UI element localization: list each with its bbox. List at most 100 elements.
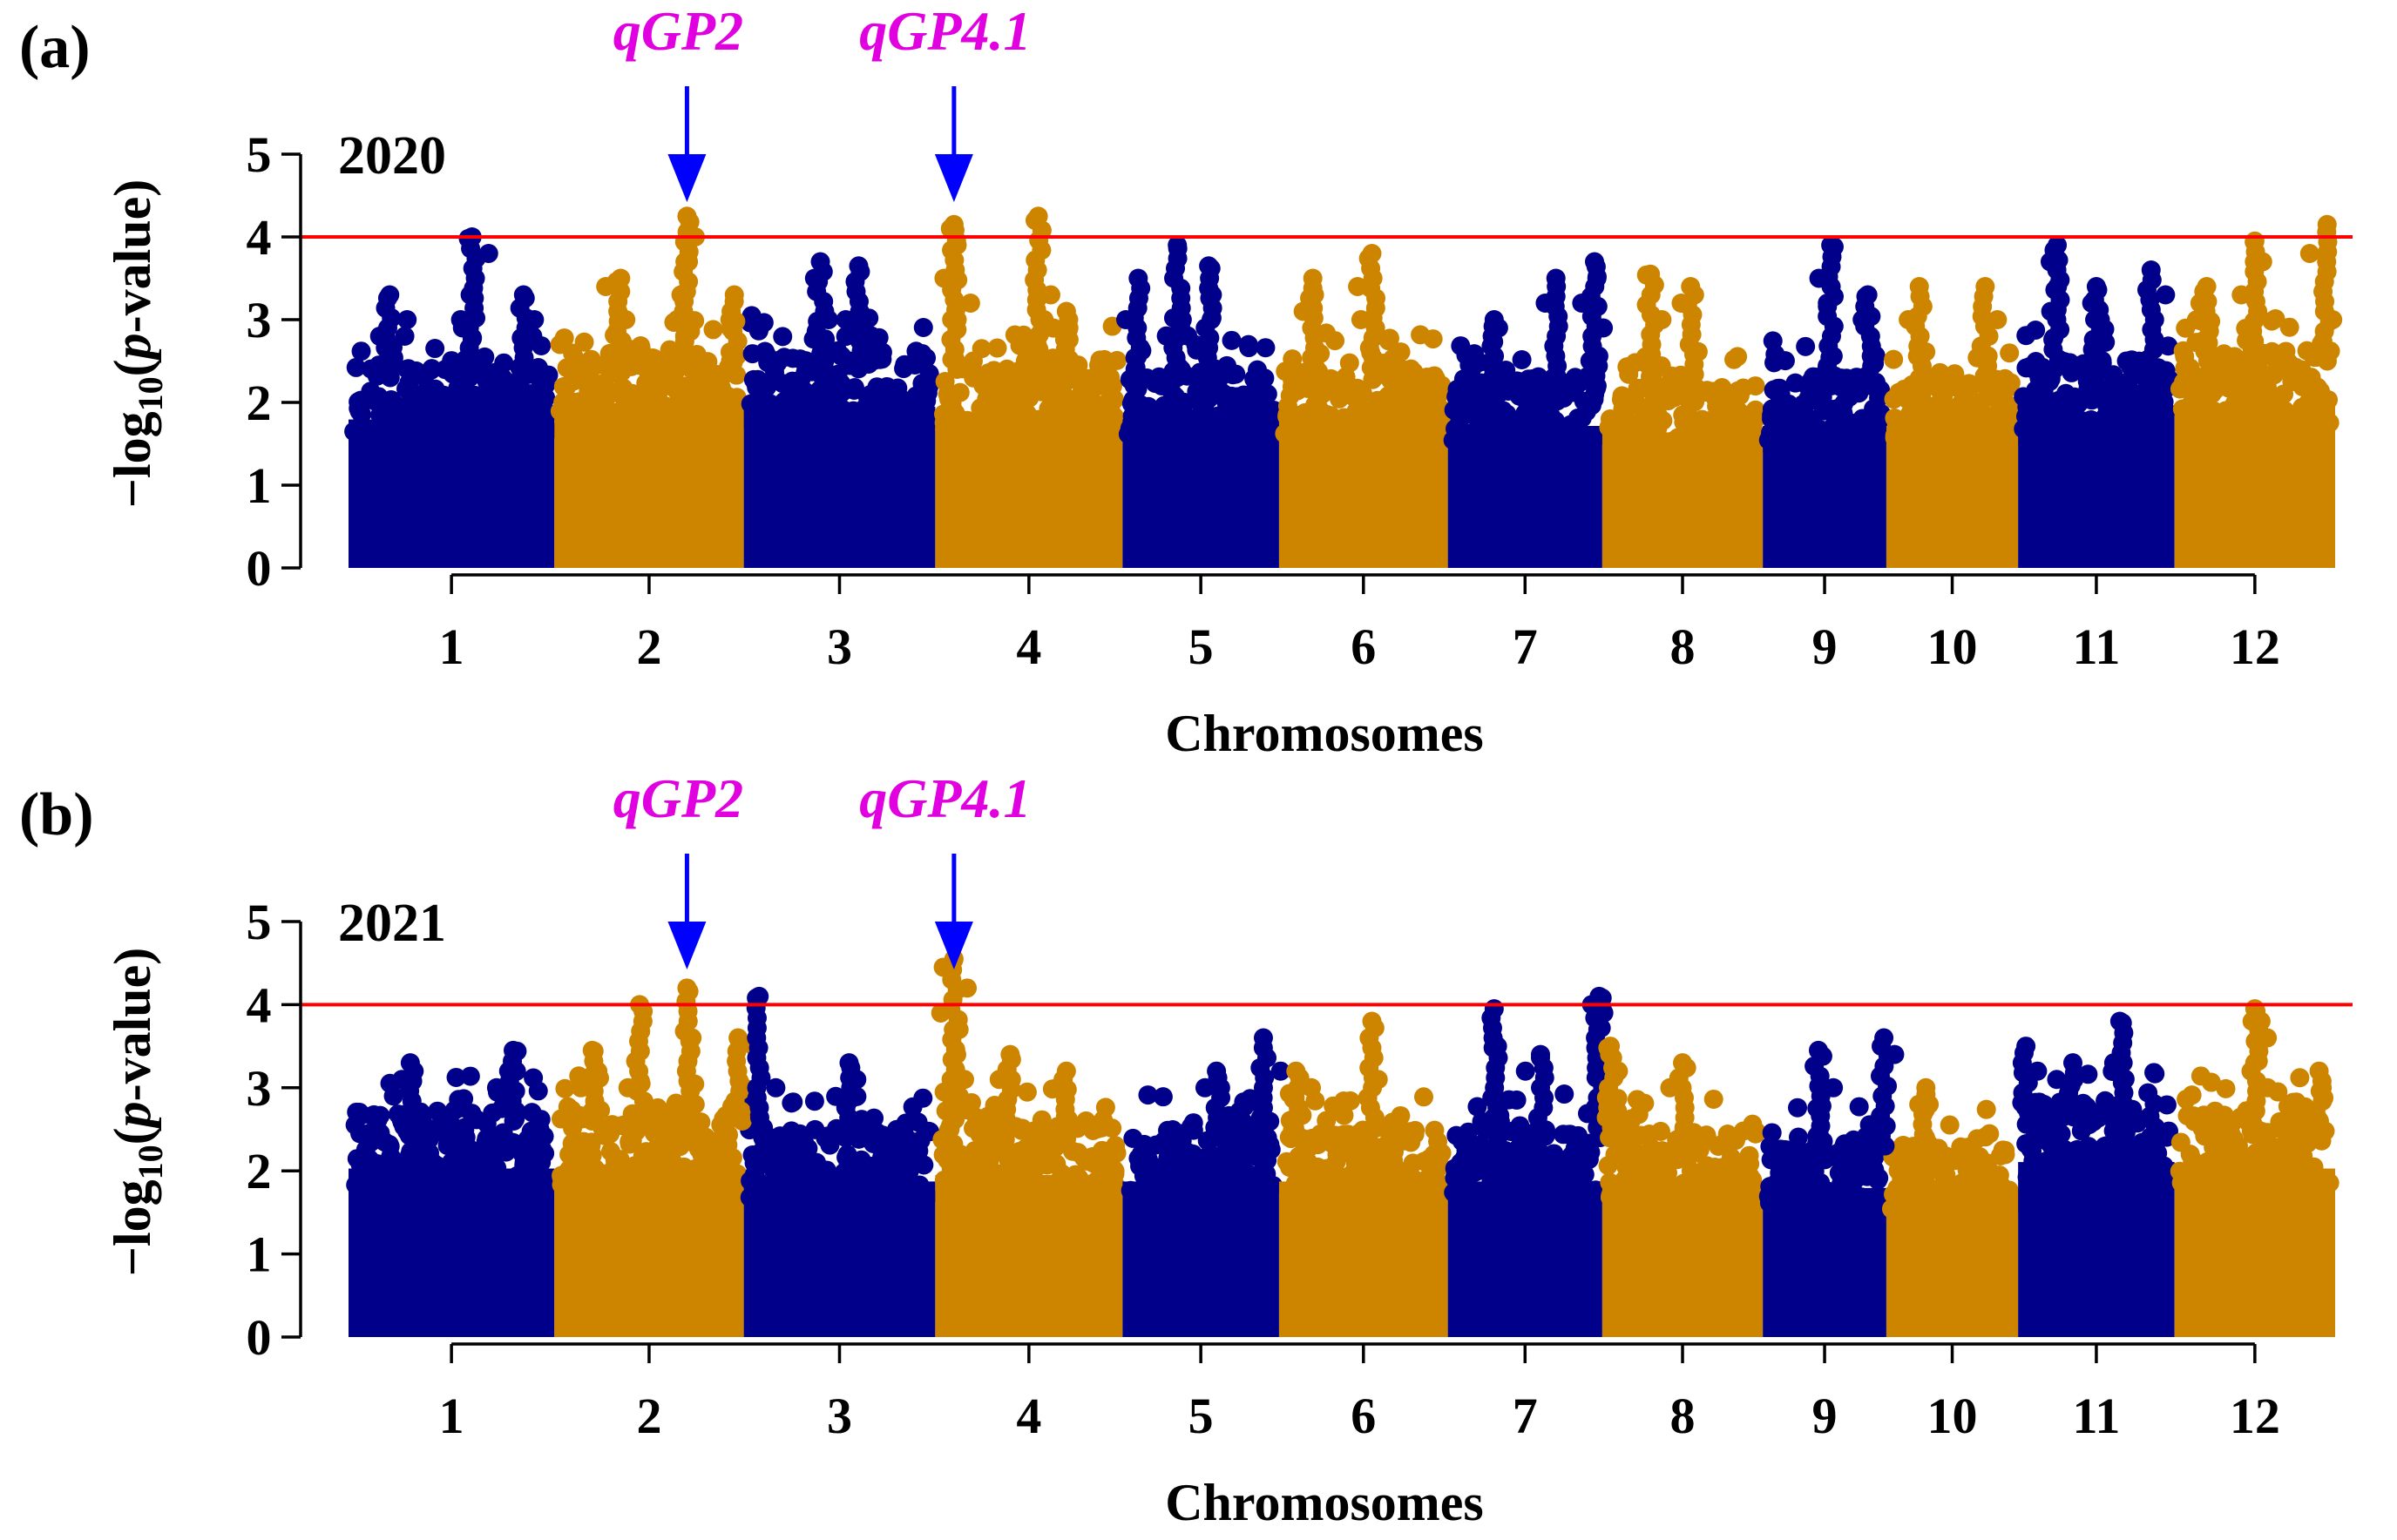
chromosome-3-points	[741, 306, 940, 568]
snp-point	[2016, 326, 2036, 346]
snp-point	[2293, 370, 2313, 390]
chromosome-10-points	[1884, 341, 2021, 568]
peak-point	[2040, 252, 2060, 272]
snp-point	[1497, 404, 1517, 424]
snp-point	[1927, 411, 1947, 431]
snp-point	[2138, 1083, 2158, 1103]
snp-point	[1329, 1146, 1349, 1166]
peak-point	[1535, 294, 1555, 313]
snp-point	[1615, 389, 1635, 409]
snp-point	[1152, 418, 1172, 438]
snp-point	[2014, 387, 2034, 407]
snp-point	[844, 380, 864, 400]
peak-point	[1852, 310, 1872, 329]
snp-point	[653, 357, 673, 377]
snp-point	[1691, 1183, 1711, 1203]
snp-point	[1520, 375, 1540, 395]
snp-point	[390, 419, 410, 439]
snp-point	[1339, 353, 1359, 373]
snp-point	[996, 364, 1016, 384]
snp-point	[1461, 360, 1481, 380]
snp-point	[686, 1160, 706, 1180]
peak-point	[1585, 252, 1605, 272]
snp-point	[1391, 1186, 1412, 1206]
peak-point	[1987, 310, 2008, 329]
snp-point	[605, 382, 625, 402]
snp-point	[1038, 1152, 1058, 1172]
snp-point	[1230, 415, 1250, 435]
snp-point	[1475, 1187, 1495, 1207]
snp-point	[908, 1112, 928, 1132]
x-tick-label-chr1: 1	[439, 618, 464, 675]
peak-point	[1034, 310, 1054, 329]
snp-point	[1731, 436, 1751, 456]
peak-point	[1202, 285, 1222, 305]
peak-point	[720, 310, 740, 329]
peak-point	[2317, 214, 2337, 234]
snp-point	[535, 415, 555, 436]
snp-point	[711, 1115, 731, 1135]
snp-point	[478, 395, 498, 415]
snp-point	[2063, 391, 2083, 411]
snp-point	[1396, 396, 1416, 416]
snp-point	[2081, 387, 2101, 407]
snp-point	[782, 1186, 802, 1206]
snp-point	[1276, 1152, 1297, 1172]
snp-point	[1662, 366, 1682, 386]
snp-point	[1458, 1172, 1478, 1192]
snp-point	[1745, 409, 1765, 429]
snp-point	[958, 418, 978, 438]
snp-point	[652, 1122, 672, 1142]
snp-point	[1010, 335, 1030, 355]
snp-point	[1165, 395, 1185, 415]
snp-point	[2204, 373, 2224, 393]
snp-point	[463, 394, 483, 414]
snp-point	[972, 339, 992, 359]
snp-point	[1481, 389, 1501, 409]
peak-point	[380, 285, 400, 305]
peak-point	[369, 327, 389, 346]
snp-point	[2275, 401, 2295, 421]
peak-point	[849, 256, 869, 276]
snp-point	[828, 364, 848, 384]
y-tick-label: 5	[247, 126, 272, 183]
snp-point	[1849, 1097, 1869, 1117]
peak-point	[1587, 268, 1607, 288]
peak-point	[460, 285, 480, 305]
snp-point	[1222, 330, 1242, 350]
snp-point	[1816, 1192, 1836, 1212]
snp-point	[1522, 408, 1542, 428]
snp-point	[1855, 1153, 1875, 1173]
snp-point	[574, 332, 594, 352]
snp-point	[2150, 390, 2170, 410]
snp-point	[381, 389, 401, 409]
snp-point	[678, 403, 698, 423]
snp-point	[1293, 1145, 1313, 1165]
snp-point	[1977, 1191, 1997, 1211]
peak-point	[810, 252, 830, 272]
snp-point	[2238, 382, 2258, 402]
snp-point	[460, 1066, 480, 1086]
snp-point	[755, 1152, 775, 1172]
snp-point	[349, 398, 369, 418]
snp-point	[873, 413, 893, 433]
snp-point	[1123, 1128, 1143, 1148]
snp-point	[1409, 1174, 1429, 1194]
snp-point	[869, 328, 889, 348]
snp-point	[2144, 1063, 2164, 1083]
qtl-annotation-qGP2: qGP2	[613, 0, 743, 202]
snp-point	[754, 375, 774, 395]
peak-point	[525, 310, 545, 329]
peak-point	[596, 277, 616, 296]
snp-point	[827, 379, 847, 399]
snp-point	[344, 422, 364, 442]
y-tick-label: 0	[247, 540, 272, 597]
snp-point	[511, 422, 532, 442]
peak-point	[1304, 285, 1324, 305]
snp-point	[1305, 1160, 1325, 1180]
snp-point	[1312, 384, 1332, 404]
peak-point	[1040, 285, 1060, 305]
snp-point	[1334, 1091, 1354, 1111]
snp-point	[1624, 415, 1644, 435]
